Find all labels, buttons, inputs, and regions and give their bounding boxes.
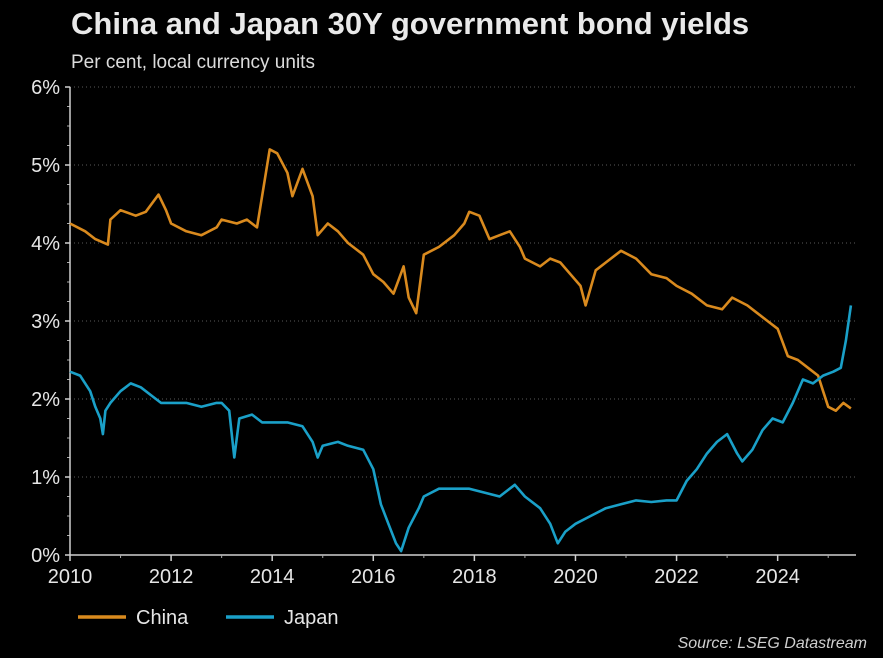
legend-label-china: China xyxy=(136,607,189,629)
x-tick-label: 2020 xyxy=(553,566,598,588)
x-axis-tick-labels: 2010 2012 2014 2016 2018 2020 2022 2024 xyxy=(48,566,800,588)
y-tick-label: 6% xyxy=(31,77,60,99)
x-tick-label: 2022 xyxy=(654,566,699,588)
source-note: Source: LSEG Datastream xyxy=(677,635,867,652)
x-tick-label: 2010 xyxy=(48,566,93,588)
chart-title: China and Japan 30Y government bond yiel… xyxy=(71,6,750,41)
axes xyxy=(65,86,856,561)
legend-label-japan: Japan xyxy=(284,607,339,629)
y-tick-label: 5% xyxy=(31,155,60,177)
y-tick-label: 0% xyxy=(31,545,60,567)
x-tick-label: 2018 xyxy=(452,566,497,588)
y-tick-label: 2% xyxy=(31,389,60,411)
series-line-china xyxy=(69,148,852,412)
y-axis-tick-labels: 0% 1% 2% 3% 4% 5% 6% xyxy=(31,77,60,567)
series-lines xyxy=(69,148,853,553)
y-tick-label: 3% xyxy=(31,311,60,333)
chart-subtitle: Per cent, local currency units xyxy=(71,52,315,73)
y-tick-label: 1% xyxy=(31,467,60,489)
legend: China Japan xyxy=(78,607,339,629)
x-tick-label: 2016 xyxy=(351,566,396,588)
grid-lines xyxy=(70,86,856,478)
series-line-japan xyxy=(69,305,853,553)
x-tick-label: 2012 xyxy=(149,566,194,588)
x-tick-label: 2024 xyxy=(755,566,800,588)
x-tick-label: 2014 xyxy=(250,566,295,588)
y-tick-label: 4% xyxy=(31,233,60,255)
